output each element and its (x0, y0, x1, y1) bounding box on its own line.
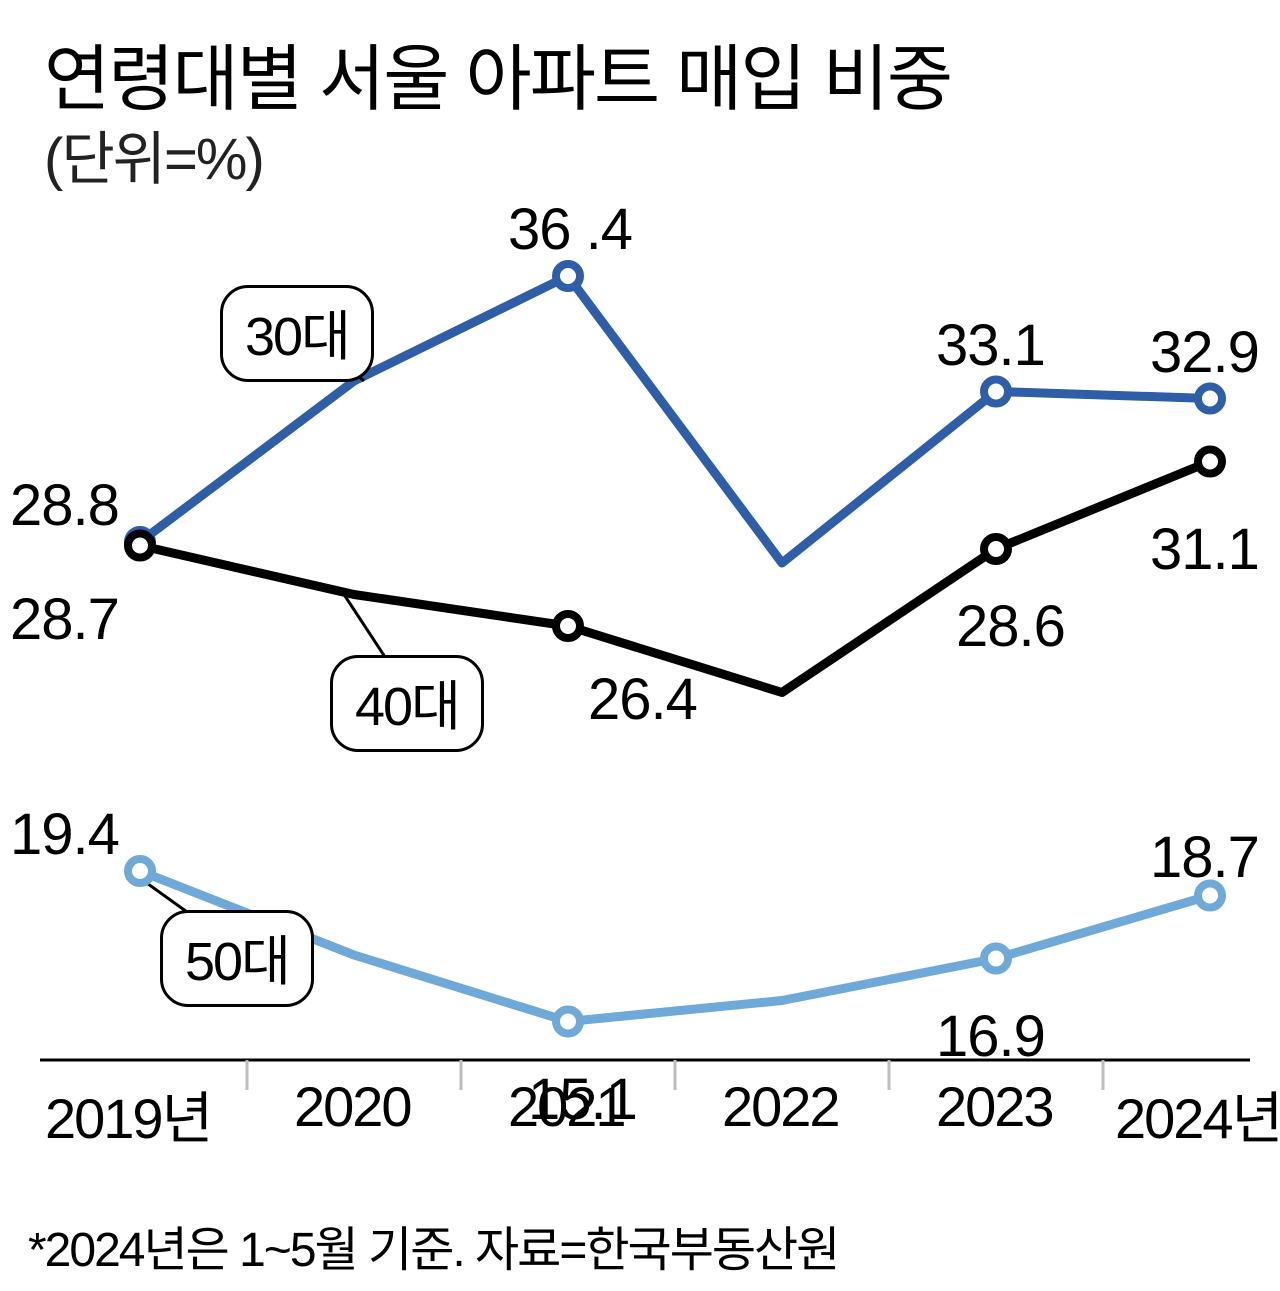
x-axis-label: 2023 (936, 1074, 1053, 1139)
value-label: 28.8 (10, 472, 119, 539)
value-label: 31.1 (1150, 516, 1259, 583)
x-axis-label: 2020 (294, 1074, 411, 1139)
x-axis-label: 2022 (722, 1074, 839, 1139)
line-chart: 2019년20202021202220232024년28.836 .433.13… (20, 190, 1260, 1160)
series-marker (1198, 387, 1222, 411)
series-marker (984, 380, 1008, 404)
value-label: 15.1 (528, 1066, 637, 1133)
x-axis-label: 2019년 (45, 1074, 211, 1155)
chart-unit: (단위=%) (44, 112, 263, 196)
value-label: 28.7 (10, 586, 119, 653)
value-label: 28.6 (956, 593, 1065, 660)
value-label: 32.9 (1150, 319, 1259, 386)
chart-title: 연령대별 서울 아파트 매입 비중 (44, 20, 951, 125)
chart-footnote: *2024년은 1~5월 기준. 자료=한국부동산원 (28, 1210, 838, 1280)
series-marker (128, 534, 152, 558)
series-marker (556, 264, 580, 288)
series-marker (984, 947, 1008, 971)
x-axis-label: 2024년 (1115, 1074, 1280, 1155)
page: 연령대별 서울 아파트 매입 비중 (단위=%) 2019년2020202120… (0, 0, 1280, 1291)
series-marker (556, 1010, 580, 1034)
series-marker (984, 537, 1008, 561)
series-marker (1198, 450, 1222, 474)
value-label: 36 .4 (508, 196, 632, 263)
value-label: 18.7 (1150, 824, 1259, 891)
series-marker (128, 859, 152, 883)
series-label-30대: 30대 (220, 285, 374, 382)
value-label: 26.4 (588, 666, 697, 733)
series-marker (556, 614, 580, 638)
series-label-50대: 50대 (160, 910, 314, 1007)
value-label: 19.4 (10, 801, 119, 868)
value-label: 33.1 (936, 312, 1045, 379)
value-label: 16.9 (936, 1003, 1045, 1070)
series-label-40대: 40대 (330, 655, 484, 752)
